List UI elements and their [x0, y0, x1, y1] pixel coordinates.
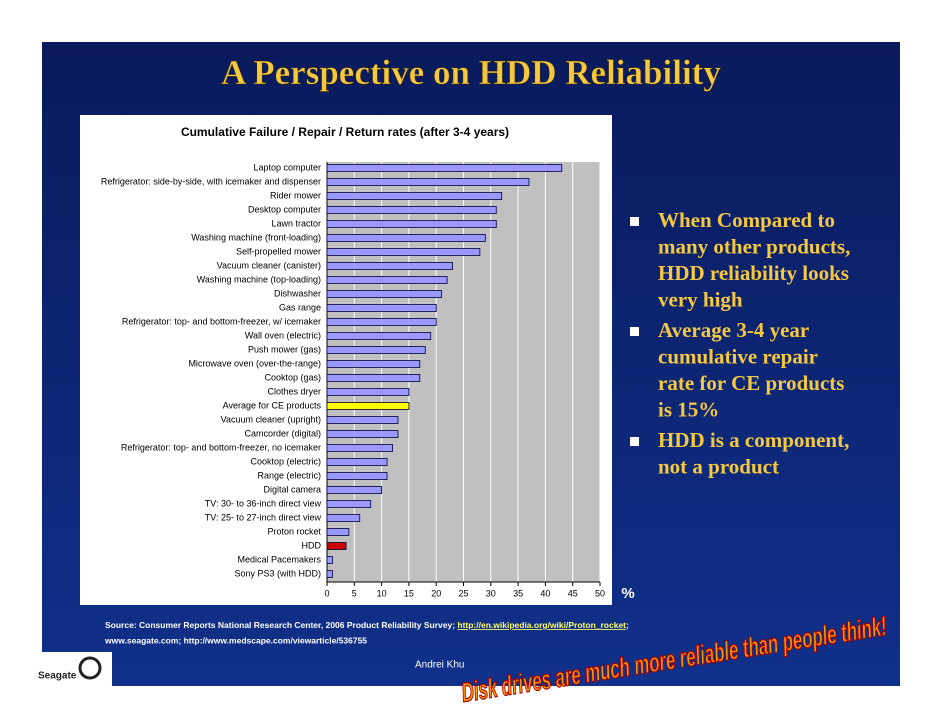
x-tick-label: 35 [513, 588, 523, 598]
source-separator: ; [626, 620, 629, 630]
y-tick-label: Cooktop (electric) [250, 456, 321, 466]
x-tick-label: 5 [352, 588, 357, 598]
y-tick-label: Push mower (gas) [248, 344, 321, 354]
bullet-text: HDD reliability looks [658, 261, 849, 285]
y-tick-label: Refrigerator: side-by-side, with icemake… [101, 176, 321, 186]
y-tick-label: Digital camera [263, 484, 321, 494]
y-tick-label: TV: 25- to 27-inch direct view [205, 512, 322, 522]
bar [326, 402, 410, 410]
x-tick-label: 15 [404, 588, 414, 598]
bar [326, 570, 333, 578]
source-text: Source: Consumer Reports National Resear… [105, 620, 629, 630]
bullet-text: HDD is a component, [658, 428, 849, 452]
bar [326, 178, 530, 186]
y-tick-label: Washing machine (front-loading) [191, 232, 321, 242]
logo-text: Seagate [38, 671, 77, 682]
bar [326, 500, 372, 508]
y-tick-label: Rider mower [270, 190, 321, 200]
y-tick-label: HDD [302, 540, 322, 550]
x-tick-label: 20 [431, 588, 441, 598]
x-tick-label: 40 [540, 588, 550, 598]
source-line: Source: Consumer Reports National Resear… [105, 620, 457, 630]
bullet-marker [630, 327, 639, 336]
bar [326, 164, 563, 172]
bar [326, 444, 393, 452]
y-tick-label: Vacuum cleaner (upright) [221, 414, 321, 424]
y-tick-label: Laptop computer [253, 162, 321, 172]
source-link[interactable]: http://en.wikipedia.org/wiki/Proton_rock… [457, 620, 626, 630]
bullet-text: many other products, [658, 234, 850, 258]
bar [326, 276, 448, 284]
y-tick-label: Desktop computer [248, 204, 321, 214]
x-tick-label: 30 [486, 588, 496, 598]
bullet-marker [630, 437, 639, 446]
bar [326, 346, 426, 354]
bar [326, 248, 481, 256]
bar [326, 262, 453, 270]
bar [326, 220, 497, 228]
chart-title: Cumulative Failure / Repair / Return rat… [181, 125, 509, 139]
bar [326, 388, 410, 396]
bar [326, 458, 388, 466]
bullet-marker [630, 217, 639, 226]
x-tick-label: 10 [377, 588, 387, 598]
bullet-text: When Compared to [658, 208, 835, 232]
footer-text: Andrei Khu [415, 660, 464, 671]
y-tick-label: Gas range [279, 302, 321, 312]
bar [326, 472, 388, 480]
x-tick-label: 25 [458, 588, 468, 598]
bullet-text: rate for CE products [658, 371, 844, 395]
bar [326, 304, 437, 312]
bar [326, 374, 421, 382]
bullet-text: Average 3-4 year [658, 318, 809, 342]
source-line: www.seagate.com; http://www.medscape.com… [104, 635, 367, 645]
y-tick-label: Average for CE products [223, 400, 322, 410]
x-axis-label: % [621, 585, 634, 602]
y-tick-label: Refrigerator: top- and bottom-freezer, n… [121, 442, 321, 452]
bar [326, 528, 350, 536]
x-tick-label: 50 [595, 588, 605, 598]
bar [326, 234, 486, 242]
bar [326, 486, 382, 494]
bar [326, 332, 432, 340]
y-tick-label: Refrigerator: top- and bottom-freezer, w… [122, 316, 321, 326]
bar [326, 542, 347, 550]
y-tick-label: Camcorder (digital) [244, 428, 321, 438]
x-tick-label: 0 [324, 588, 329, 598]
bar [326, 206, 497, 214]
bullet-text: very high [658, 287, 743, 311]
y-tick-label: Dishwasher [274, 288, 321, 298]
bar [326, 514, 361, 522]
slide-title: A Perspective on HDD Reliability [221, 53, 721, 92]
y-tick-label: Vacuum cleaner (canister) [217, 260, 321, 270]
y-tick-label: Washing machine (top-loading) [197, 274, 321, 284]
y-tick-label: Self-propelled mower [236, 246, 321, 256]
bar [326, 192, 503, 200]
y-tick-label: Cooktop (gas) [264, 372, 321, 382]
bar [326, 430, 399, 438]
bar [326, 318, 437, 326]
bar [326, 556, 333, 564]
bar [326, 360, 421, 368]
bar [326, 416, 399, 424]
y-tick-label: TV: 30- to 36-inch direct view [205, 498, 322, 508]
bullet-text: is 15% [658, 397, 719, 421]
y-tick-label: Lawn tractor [271, 218, 321, 228]
y-tick-label: Sony PS3 (with HDD) [234, 568, 321, 578]
x-tick-label: 45 [568, 588, 578, 598]
y-tick-label: Range (electric) [257, 470, 321, 480]
bullet-text: cumulative repair [658, 344, 818, 368]
y-tick-label: Medical Pacemakers [237, 554, 321, 564]
y-tick-label: Microwave oven (over-the-range) [188, 358, 321, 368]
y-tick-label: Wall oven (electric) [245, 330, 321, 340]
logo-icon [78, 656, 102, 680]
bullet-text: not a product [658, 454, 779, 478]
y-tick-label: Clothes dryer [267, 386, 321, 396]
bar [326, 290, 443, 298]
y-tick-label: Proton rocket [267, 526, 321, 536]
